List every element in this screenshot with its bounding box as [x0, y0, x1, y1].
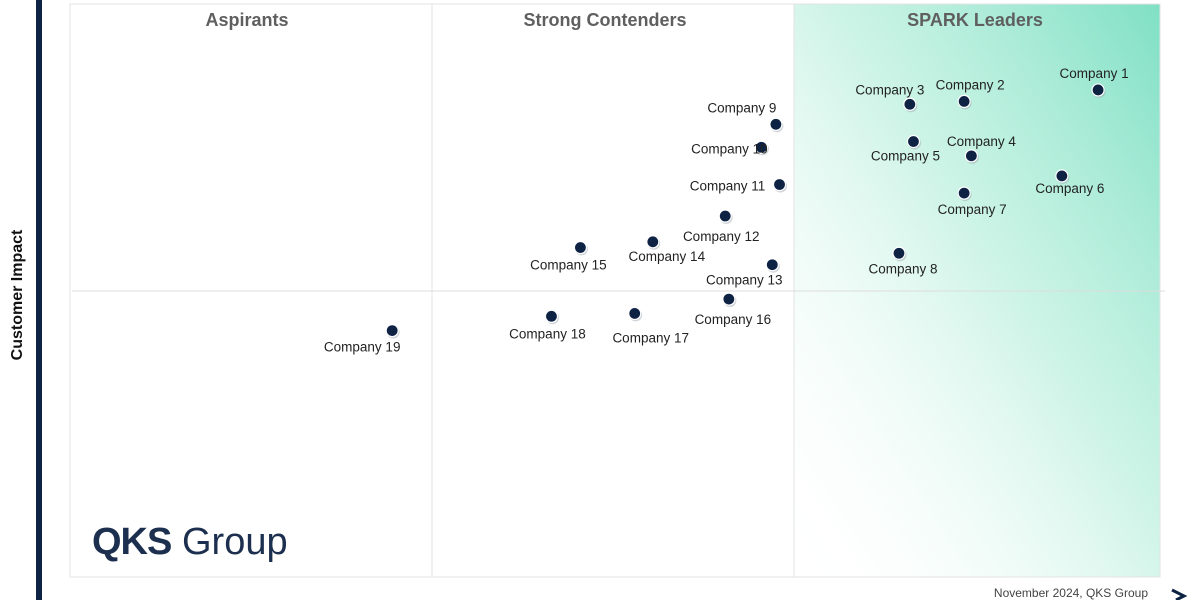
point-label-company-6: Company 6	[1035, 181, 1104, 196]
footer-note: November 2024, QKS Group	[994, 586, 1148, 600]
point-label-company-8: Company 8	[868, 261, 937, 276]
quadrant-title-spark-leaders: SPARK Leaders	[907, 10, 1043, 30]
logo-secondary-text: Group	[182, 521, 288, 563]
point-label-company-7: Company 7	[938, 202, 1007, 217]
point-label-company-10: Company 10	[691, 141, 768, 156]
point-label-company-2: Company 2	[936, 77, 1005, 92]
point-label-company-1: Company 1	[1060, 66, 1129, 81]
point-company-11	[772, 177, 787, 192]
point-company-13	[765, 258, 779, 272]
corner-arrow-icon	[1171, 588, 1188, 600]
point-label-company-14: Company 14	[629, 249, 706, 264]
point-company-10	[754, 140, 769, 154]
point-label-company-4: Company 4	[947, 134, 1017, 149]
point-label-company-12: Company 12	[683, 229, 760, 244]
point-label-company-16: Company 16	[695, 312, 772, 327]
point-company-8	[892, 246, 906, 260]
point-company-18	[544, 309, 559, 323]
point-company-15	[573, 240, 588, 255]
point-company-2	[957, 94, 971, 109]
quadrant-title-strong-contenders: Strong Contenders	[523, 10, 686, 30]
point-company-12	[718, 209, 732, 223]
point-label-company-3: Company 3	[855, 82, 924, 97]
point-company-9	[769, 117, 783, 131]
point-label-company-5: Company 5	[871, 149, 940, 164]
point-company-6	[1055, 169, 1069, 183]
y-axis-label: Customer Impact	[9, 229, 26, 360]
point-company-1	[1091, 83, 1105, 97]
point-label-company-18: Company 18	[509, 326, 586, 341]
qks-group-logo: QKS Group	[92, 521, 288, 563]
point-company-5	[906, 134, 921, 149]
point-company-4	[964, 149, 978, 163]
point-company-17	[628, 306, 642, 321]
point-label-company-15: Company 15	[530, 258, 607, 273]
point-label-company-13: Company 13	[706, 273, 783, 288]
point-company-16	[722, 292, 736, 306]
left-accent-bar	[36, 0, 42, 600]
point-company-7	[957, 186, 971, 200]
point-company-3	[903, 97, 917, 111]
quadrant-title-aspirants: Aspirants	[205, 10, 288, 30]
logo-primary-text: QKS	[92, 521, 171, 563]
point-company-14	[646, 235, 660, 249]
point-label-company-17: Company 17	[612, 330, 689, 345]
point-label-company-19: Company 19	[324, 340, 401, 355]
point-company-19	[385, 324, 399, 338]
point-label-company-9: Company 9	[707, 100, 776, 115]
data-points: Company 1 Company 2 Company 3 Company 4 Comp…	[324, 66, 1129, 355]
point-label-company-11: Company 11	[690, 178, 766, 193]
